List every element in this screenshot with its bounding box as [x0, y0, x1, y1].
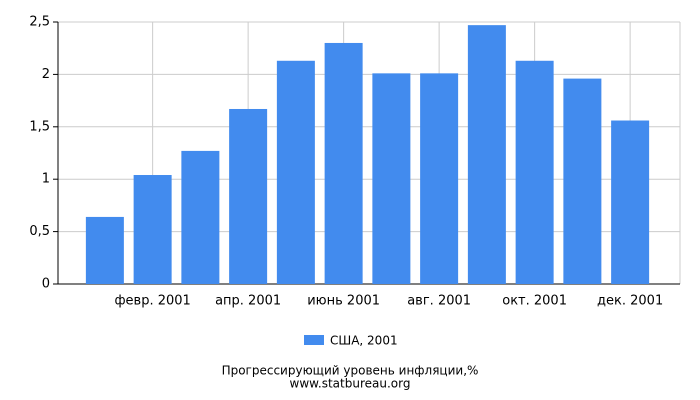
x-tick-label: дек. 2001	[597, 294, 663, 309]
y-tick-label: 1,5	[29, 119, 50, 134]
bar	[181, 150, 220, 284]
x-tick-label: авг. 2001	[407, 294, 471, 309]
bar	[85, 216, 124, 284]
y-tick-label: 2,5	[29, 15, 50, 30]
y-tick-label: 0	[42, 277, 50, 292]
bar	[324, 42, 363, 285]
y-tick-label: 2	[42, 67, 50, 82]
legend-label: США, 2001	[330, 334, 398, 348]
chart-title: Прогрессирующий уровень инфляции,%	[222, 364, 479, 378]
bar	[515, 60, 554, 284]
x-tick-label: июнь 2001	[307, 294, 380, 309]
y-tick-label: 0,5	[29, 224, 50, 239]
bar	[133, 175, 172, 284]
x-tick-label: февр. 2001	[114, 294, 190, 309]
bar	[276, 60, 315, 284]
chart-source: www.statbureau.org	[290, 377, 411, 391]
bar	[563, 78, 602, 284]
bar	[372, 73, 411, 285]
x-tick-label: апр. 2001	[215, 294, 281, 309]
y-tick-label: 1	[42, 172, 50, 187]
bar	[229, 108, 268, 284]
bar	[420, 73, 459, 285]
bar	[467, 25, 506, 284]
bar	[611, 120, 650, 285]
legend-swatch	[304, 335, 324, 345]
x-tick-label: окт. 2001	[502, 294, 567, 309]
